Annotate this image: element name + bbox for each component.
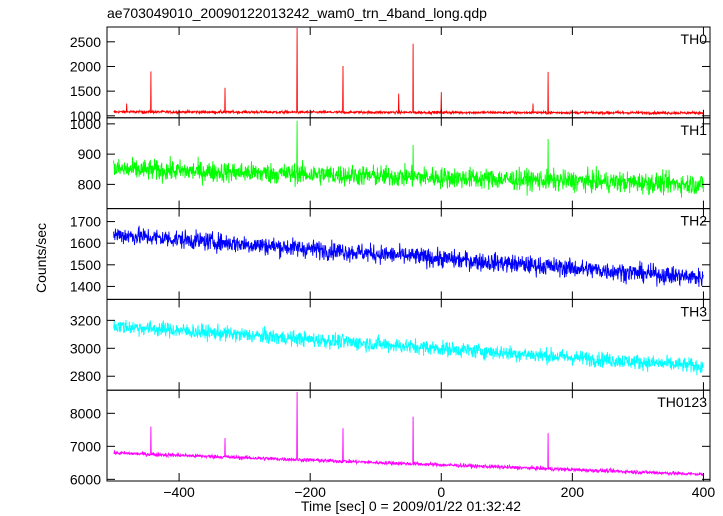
y-tick-label: 1600 (70, 235, 101, 251)
panel-label: TH3 (681, 303, 708, 319)
y-axis-label: Counts/sec (33, 223, 49, 293)
series-line-th3 (113, 319, 704, 376)
y-tick-label: 3000 (70, 340, 101, 356)
y-tick-label: 900 (78, 146, 102, 162)
panel-th1: 800 900 1000 TH1 (70, 116, 711, 210)
panel-label: TH0123 (657, 394, 707, 410)
y-tick-label: 1500 (70, 83, 101, 99)
y-tick-label: 1700 (70, 214, 101, 230)
series-line-th2 (113, 225, 704, 287)
x-tick-label: 0 (437, 484, 445, 500)
series-line-th0123 (113, 391, 704, 477)
panel-th2: 1400 1500 1600 1700 TH2 (70, 208, 711, 300)
chart-title: ae703049010_20090122013242_wam0_trn_4ban… (107, 5, 487, 21)
panel-label: TH1 (681, 122, 708, 138)
y-tick-label: 2800 (70, 368, 101, 384)
y-tick-label: 2000 (70, 58, 101, 74)
panel-frame (106, 389, 711, 482)
y-tick-label: 7000 (70, 438, 101, 454)
x-tick-label: 400 (692, 484, 716, 500)
y-tick-label: 800 (78, 176, 102, 192)
series-line-th1 (113, 120, 704, 198)
x-tick-label: −200 (294, 484, 326, 500)
x-tick-label: 200 (561, 484, 585, 500)
y-tick-label: 8000 (70, 405, 101, 421)
panel-th0123: 6000 7000 8000 TH0123 (70, 389, 711, 487)
y-tick-label: 3200 (70, 312, 101, 328)
y-tick-label: 1500 (70, 257, 101, 273)
x-axis-label: Time [sec] 0 = 2009/01/22 01:32:42 (301, 498, 521, 514)
panel-th3: 2800 3000 3200 TH3 (70, 298, 711, 391)
x-tick-label: −400 (163, 484, 195, 500)
panel-label: TH0 (681, 31, 708, 47)
y-tick-label: 1400 (70, 278, 101, 294)
y-tick-label: 1000 (70, 108, 101, 124)
series-line-th0 (113, 27, 704, 116)
y-tick-label: 6000 (70, 471, 101, 487)
panel-frame (106, 26, 711, 119)
panel-th0: 1000 1500 2000 2500 TH0 (70, 26, 711, 124)
panel-frame (106, 117, 711, 210)
y-tick-label: 2500 (70, 34, 101, 50)
y-tick-label: 1000 (70, 116, 101, 132)
panel-label: TH2 (681, 213, 708, 229)
